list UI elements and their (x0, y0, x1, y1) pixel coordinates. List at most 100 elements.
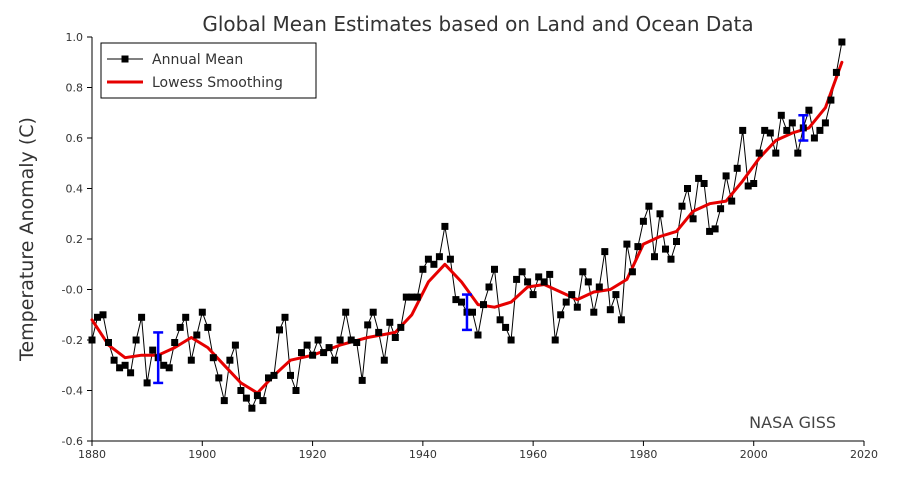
annual-mean-point (320, 349, 328, 357)
y-tick-label: 0.8 (66, 82, 84, 95)
annual-mean-point (573, 303, 581, 311)
annual-mean-point (298, 349, 305, 357)
annual-mean-point (160, 361, 168, 369)
y-tick-label: -0.2 (62, 334, 83, 347)
annual-mean-point (491, 265, 498, 273)
annual-mean-point (375, 328, 383, 336)
annual-mean-point (138, 313, 146, 321)
annual-mean-point (458, 298, 465, 306)
annual-mean-point (579, 268, 587, 276)
annual-mean-point (198, 308, 206, 316)
annual-mean-point (766, 129, 774, 137)
y-tick-label: 0.2 (66, 233, 84, 246)
annual-mean-point (347, 336, 355, 344)
x-tick-label: 1920 (299, 448, 327, 461)
annual-mean-point (430, 260, 438, 268)
annual-mean-point (435, 253, 443, 261)
annual-mean-point (722, 172, 730, 180)
annual-mean-point (358, 376, 366, 384)
annual-mean-point (485, 283, 493, 291)
annual-mean-point (292, 387, 300, 394)
x-tick-label: 1960 (519, 448, 547, 461)
annual-mean-point (94, 313, 101, 321)
annual-mean-point (193, 331, 201, 339)
annual-mean-point (386, 318, 394, 326)
annual-mean-point (689, 215, 697, 223)
y-tick-label: 1.0 (66, 31, 84, 44)
y-tick-label: -0.4 (62, 385, 83, 398)
annual-mean-point (424, 255, 432, 263)
y-axis-ticks: 1.0 0.8 0.6 0.4 0.2 -0.0 -0.2 -0.4 -0.6 (62, 31, 92, 448)
annual-mean-point (739, 126, 747, 134)
legend-box (100, 42, 317, 99)
annual-mean-point (788, 119, 796, 127)
annual-mean-point (88, 336, 96, 344)
annual-mean-point (502, 323, 510, 331)
y-tick-label: 0.4 (66, 183, 84, 196)
annual-mean-point (209, 354, 217, 362)
x-tick-label: 1980 (629, 448, 657, 461)
annual-mean-point (336, 336, 344, 344)
x-tick-label: 2020 (850, 448, 878, 461)
annual-mean-point (176, 323, 184, 331)
annual-mean-point (342, 308, 350, 316)
annual-mean-point (540, 278, 548, 286)
annual-mean-point (276, 326, 283, 334)
annual-mean-point (551, 336, 559, 344)
annual-mean-point (187, 356, 195, 364)
annual-mean-point (303, 341, 311, 349)
y-tick-label: -0.0 (62, 284, 83, 297)
annual-mean-point (557, 311, 565, 319)
annual-mean-point (287, 371, 294, 379)
annual-mean-point (309, 351, 317, 359)
annual-mean-point (728, 197, 736, 205)
annual-mean-point (761, 126, 769, 134)
annual-mean-point (546, 270, 554, 278)
annual-mean-point (259, 397, 267, 405)
annual-mean-point (810, 134, 818, 142)
annual-mean-point (513, 275, 521, 283)
annual-mean-point (265, 374, 272, 382)
annual-mean-point (733, 164, 741, 172)
annual-mean-point (777, 111, 785, 119)
x-tick-label: 1940 (409, 448, 437, 461)
annual-mean-point (617, 316, 625, 324)
annual-mean-point (827, 96, 835, 104)
annual-mean-point (601, 248, 609, 256)
annual-mean-point (248, 404, 256, 412)
annual-mean-point (706, 227, 714, 235)
annual-mean-point (838, 38, 846, 46)
annual-mean-point (369, 308, 377, 316)
y-tick-label: -0.6 (62, 435, 83, 448)
annual-mean-point (474, 331, 482, 339)
annual-mean-point (656, 210, 664, 218)
annual-mean-point (717, 205, 725, 213)
annual-mean-point (110, 356, 118, 364)
annual-mean-point (535, 273, 543, 281)
annual-mean-point (419, 265, 427, 273)
annual-mean-point (750, 180, 758, 187)
lowess-smoothing-line (90, 60, 844, 395)
annual-mean-point (441, 222, 449, 230)
annual-mean-point (132, 336, 140, 344)
annual-mean-point (832, 68, 840, 76)
annual-mean-point (171, 339, 179, 346)
annual-mean-point (684, 185, 691, 192)
annual-mean-point (794, 149, 802, 157)
x-tick-label: 2000 (740, 448, 768, 461)
annual-mean-point (496, 316, 504, 324)
annual-mean-point (314, 336, 322, 344)
credit-label: NASA GISS (749, 413, 836, 432)
annual-mean-point (595, 283, 603, 291)
annual-mean-point (507, 336, 515, 344)
annual-mean-point (446, 255, 454, 263)
annual-mean-point (628, 268, 636, 276)
annual-mean-point (695, 174, 703, 182)
annual-mean-point (127, 369, 135, 377)
annual-mean-point (469, 308, 476, 316)
annual-mean-point (116, 364, 124, 372)
annual-mean-point (99, 311, 107, 319)
annual-mean-point (606, 306, 614, 314)
annual-mean-point (215, 374, 223, 382)
annual-mean-point (397, 323, 405, 331)
